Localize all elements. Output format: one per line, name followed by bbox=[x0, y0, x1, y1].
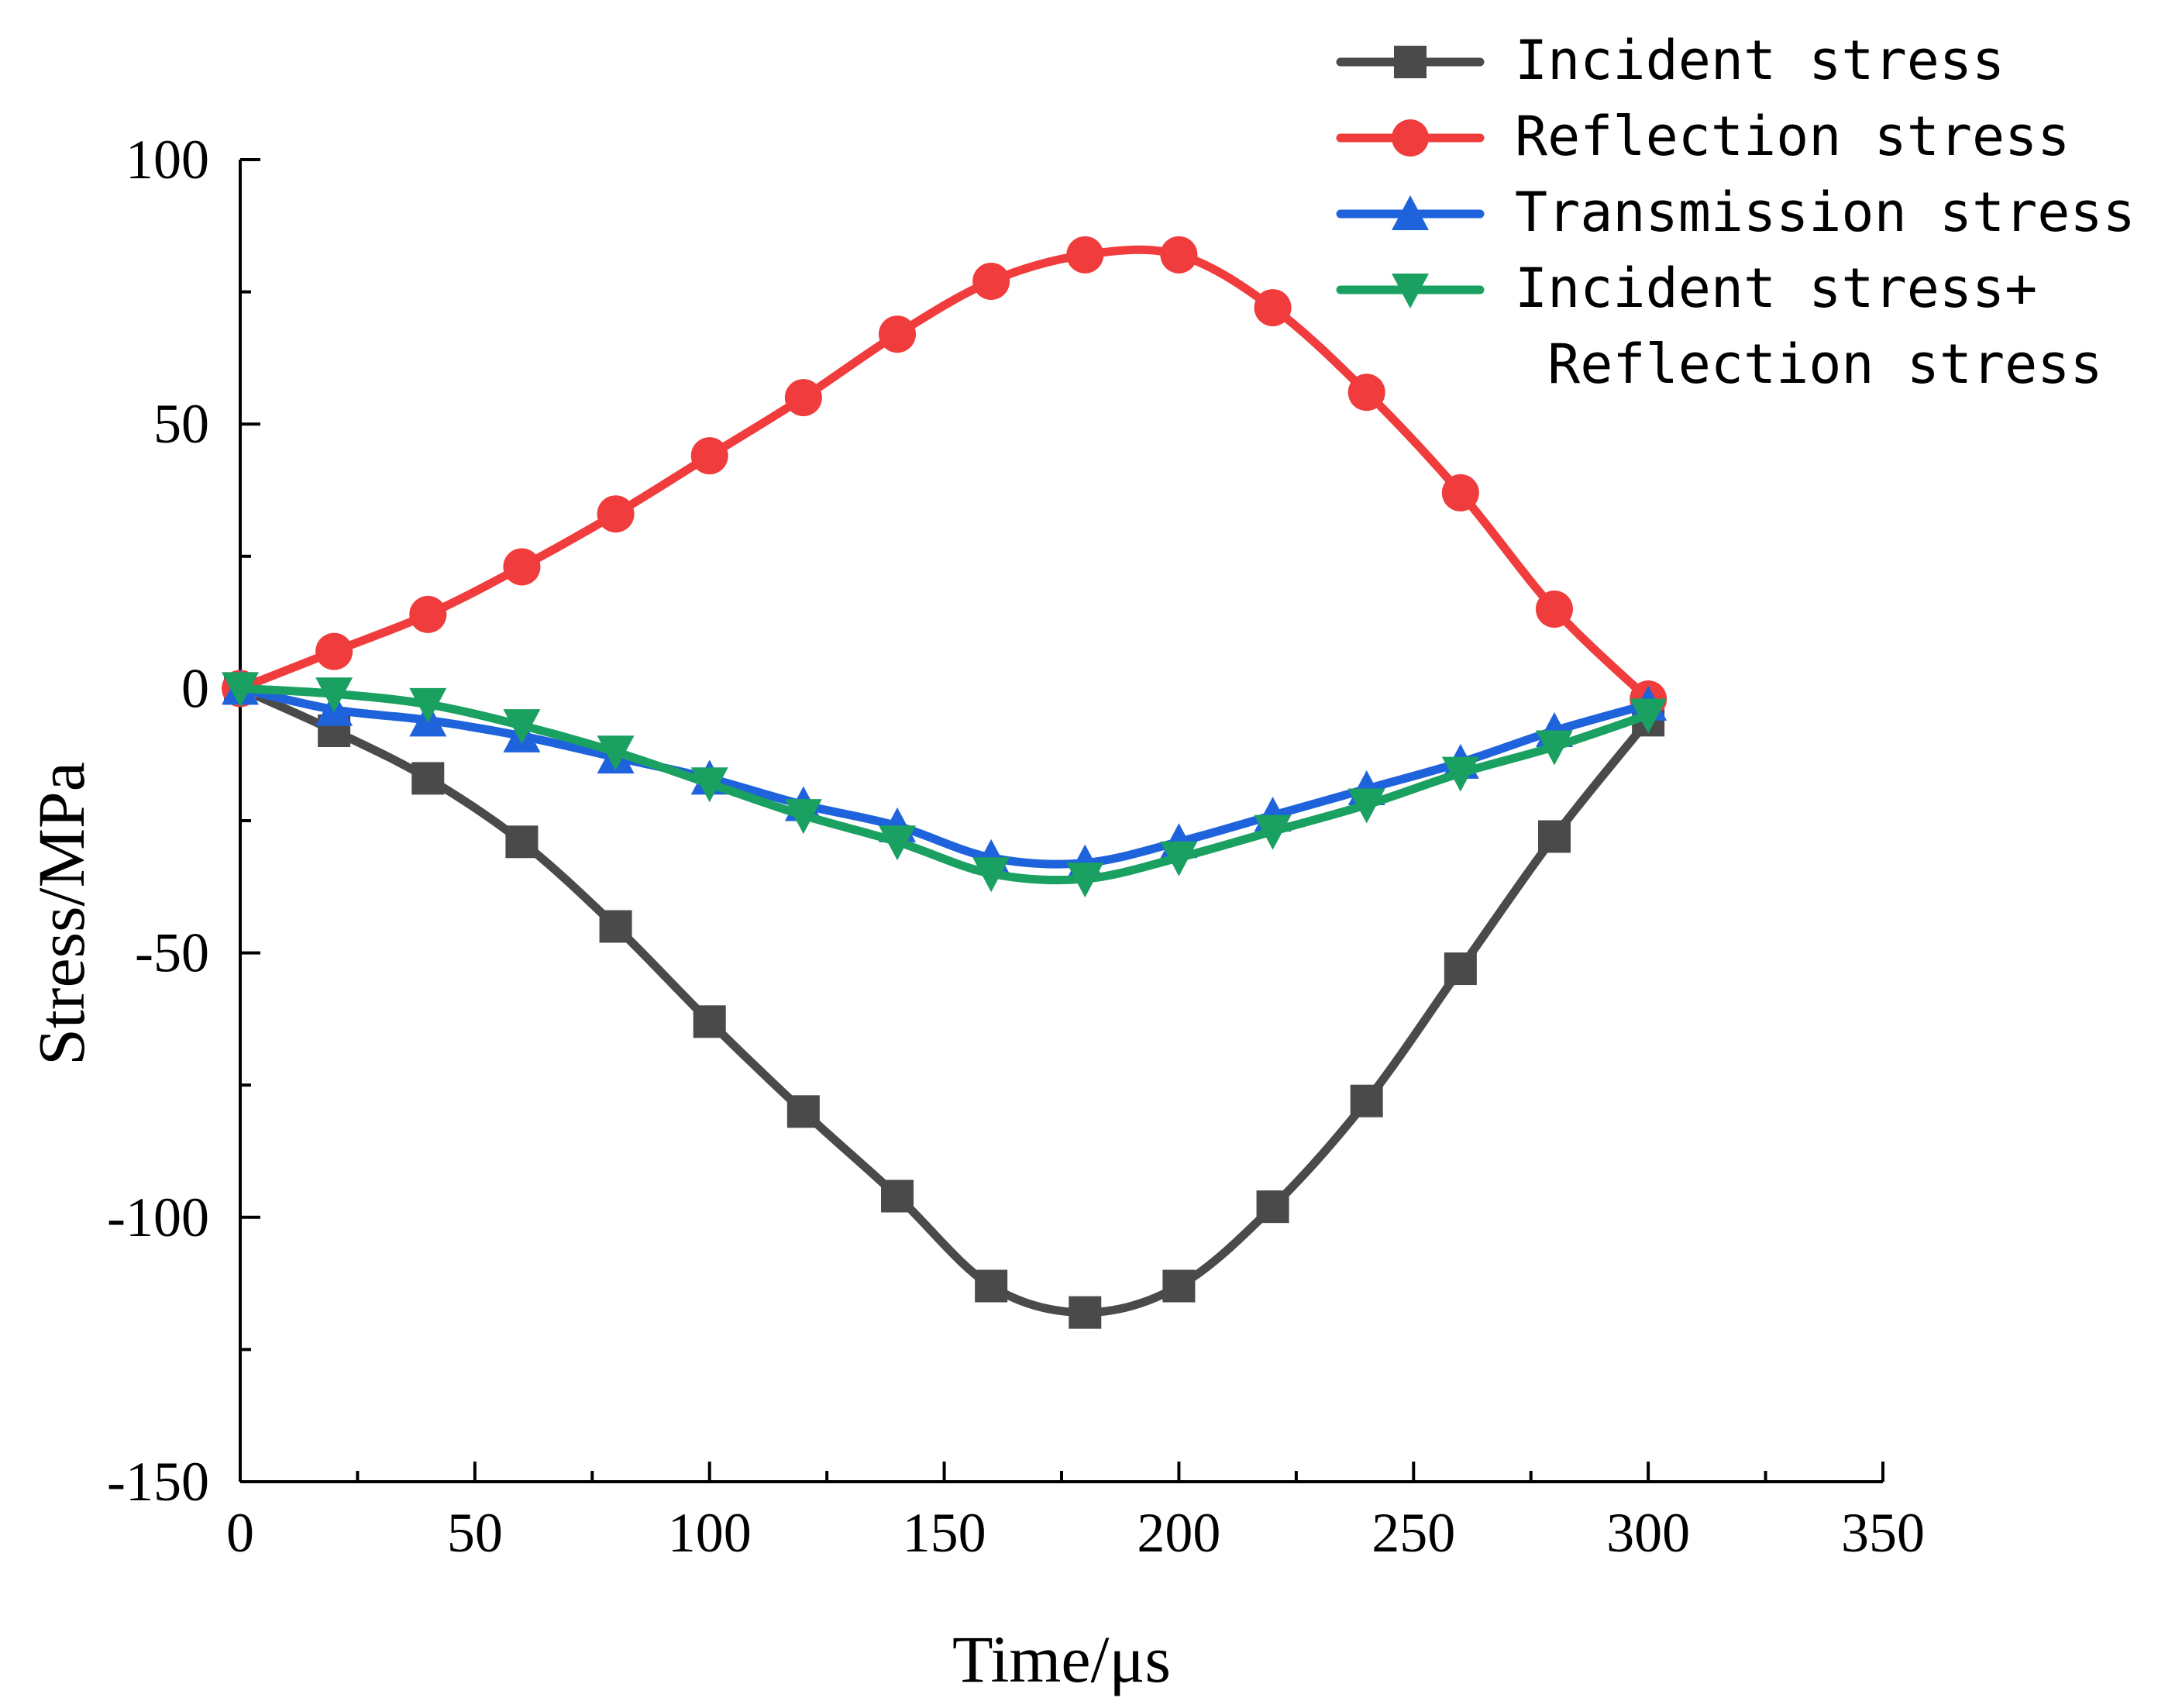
legend-item-3: Transmission stress bbox=[1336, 181, 2136, 244]
x-tick-label: 0 bbox=[226, 1502, 254, 1564]
x-tick-label: 50 bbox=[447, 1502, 503, 1564]
legend-item-2: Reflection stress bbox=[1336, 105, 2070, 168]
data-point bbox=[411, 762, 445, 795]
legend-label: Reflection stress bbox=[1515, 105, 2070, 168]
data-point bbox=[1347, 374, 1385, 412]
y-tick-label: 100 bbox=[126, 129, 209, 191]
data-point bbox=[1441, 756, 1479, 792]
x-tick-label: 300 bbox=[1606, 1502, 1690, 1564]
data-point bbox=[972, 262, 1010, 300]
x-tick-label: 200 bbox=[1137, 1502, 1220, 1564]
legend-marker bbox=[1394, 46, 1427, 78]
data-point bbox=[1254, 814, 1292, 850]
legend-label: Incident stress bbox=[1515, 29, 2005, 92]
series-line bbox=[236, 684, 1653, 869]
data-point bbox=[879, 315, 916, 353]
data-point bbox=[1538, 820, 1571, 853]
data-point bbox=[1347, 788, 1385, 824]
series-line bbox=[236, 684, 1653, 885]
series-line bbox=[236, 684, 1653, 1317]
data-point bbox=[1536, 730, 1573, 766]
data-point bbox=[1066, 863, 1104, 898]
data-point bbox=[315, 632, 353, 670]
y-tick-label: 50 bbox=[153, 393, 209, 455]
data-point bbox=[1630, 698, 1667, 734]
data-point bbox=[693, 1005, 726, 1038]
legend-label: Incident stress+ bbox=[1515, 257, 2037, 320]
y-tick-label: -100 bbox=[107, 1186, 209, 1248]
data-point bbox=[597, 495, 635, 533]
data-point bbox=[409, 687, 447, 723]
legend-item-1: Incident stress bbox=[1336, 29, 2005, 92]
legend-marker bbox=[1392, 119, 1429, 157]
legend-label-line2: Reflection stress bbox=[1515, 332, 2103, 396]
data-point bbox=[1254, 289, 1292, 327]
data-point bbox=[881, 1179, 914, 1213]
data-point bbox=[315, 677, 353, 713]
data-point bbox=[1160, 236, 1198, 274]
legend-label: Transmission stress bbox=[1515, 181, 2136, 244]
data-point bbox=[505, 825, 539, 859]
series-line bbox=[236, 245, 1653, 704]
x-tick-label: 150 bbox=[903, 1502, 986, 1564]
data-point bbox=[786, 1095, 820, 1128]
data-point bbox=[972, 857, 1010, 893]
legend-marker bbox=[1392, 195, 1429, 230]
data-point bbox=[503, 548, 541, 586]
x-tick-label: 250 bbox=[1371, 1502, 1455, 1564]
y-axis-title: Stress/MPa bbox=[24, 762, 98, 1066]
series-2 bbox=[222, 236, 1667, 718]
legend-item-4: Incident stress+ Reflection stress bbox=[1336, 257, 2103, 396]
data-point bbox=[1441, 473, 1479, 511]
y-tick-label: -50 bbox=[135, 922, 209, 984]
data-point bbox=[1536, 591, 1573, 628]
data-point bbox=[1160, 841, 1198, 876]
data-point bbox=[1069, 1296, 1102, 1329]
data-point bbox=[503, 709, 541, 745]
data-point bbox=[1444, 952, 1477, 986]
data-point bbox=[1350, 1084, 1383, 1117]
y-tick-label: -150 bbox=[107, 1451, 209, 1513]
data-point bbox=[690, 437, 728, 475]
axes: 0 50 100 150 200 250 300 350 100 50 0 -50 -100 -150 bbox=[107, 129, 1925, 1564]
series-1 bbox=[224, 672, 1665, 1329]
data-point bbox=[1162, 1269, 1196, 1303]
data-point bbox=[784, 799, 822, 835]
data-point bbox=[975, 1269, 1008, 1303]
legend-marker bbox=[1392, 274, 1429, 308]
data-point bbox=[879, 825, 916, 861]
data-point bbox=[599, 910, 632, 943]
data-point bbox=[597, 735, 635, 771]
x-axis-title: Time/μs bbox=[952, 1622, 1171, 1696]
data-point bbox=[690, 767, 728, 803]
y-tick-label: 0 bbox=[181, 657, 209, 719]
data-point bbox=[409, 595, 447, 633]
series-4 bbox=[222, 672, 1667, 898]
legend: Incident stress Reflection stress Transmis… bbox=[1336, 29, 2136, 396]
data-point bbox=[784, 379, 822, 417]
x-tick-label: 350 bbox=[1841, 1502, 1925, 1564]
x-tick-label: 100 bbox=[668, 1502, 752, 1564]
data-point bbox=[1066, 236, 1104, 274]
data-point bbox=[222, 672, 259, 708]
series-layer bbox=[222, 236, 1667, 1329]
data-point bbox=[1256, 1190, 1289, 1224]
